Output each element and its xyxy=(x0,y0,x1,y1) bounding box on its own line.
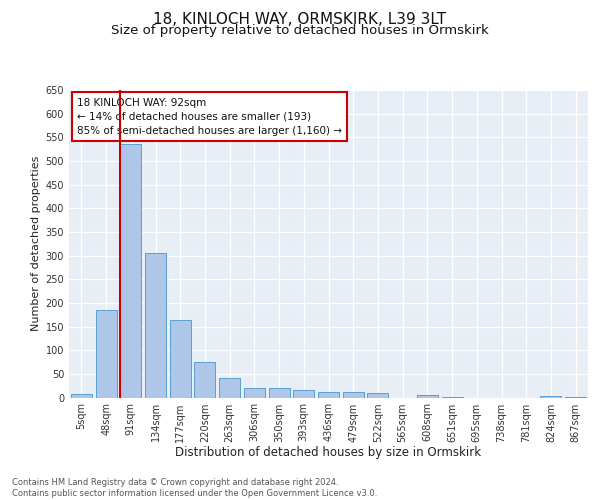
Bar xyxy=(145,253,166,398)
Bar xyxy=(318,392,339,398)
Bar xyxy=(343,392,364,398)
Y-axis label: Number of detached properties: Number of detached properties xyxy=(31,156,41,332)
Bar xyxy=(194,362,215,398)
Text: 18, KINLOCH WAY, ORMSKIRK, L39 3LT: 18, KINLOCH WAY, ORMSKIRK, L39 3LT xyxy=(154,12,446,28)
Bar xyxy=(219,378,240,398)
Bar xyxy=(120,144,141,398)
Bar xyxy=(269,388,290,398)
Text: 18 KINLOCH WAY: 92sqm
← 14% of detached houses are smaller (193)
85% of semi-det: 18 KINLOCH WAY: 92sqm ← 14% of detached … xyxy=(77,98,342,136)
Bar xyxy=(293,390,314,398)
Bar xyxy=(417,395,438,398)
Bar xyxy=(541,396,562,398)
Text: Contains HM Land Registry data © Crown copyright and database right 2024.
Contai: Contains HM Land Registry data © Crown c… xyxy=(12,478,377,498)
Bar xyxy=(442,396,463,398)
Bar xyxy=(244,388,265,398)
X-axis label: Distribution of detached houses by size in Ormskirk: Distribution of detached houses by size … xyxy=(175,446,482,459)
Bar xyxy=(170,320,191,398)
Bar xyxy=(367,393,388,398)
Bar xyxy=(71,394,92,398)
Bar xyxy=(95,310,116,398)
Text: Size of property relative to detached houses in Ormskirk: Size of property relative to detached ho… xyxy=(111,24,489,37)
